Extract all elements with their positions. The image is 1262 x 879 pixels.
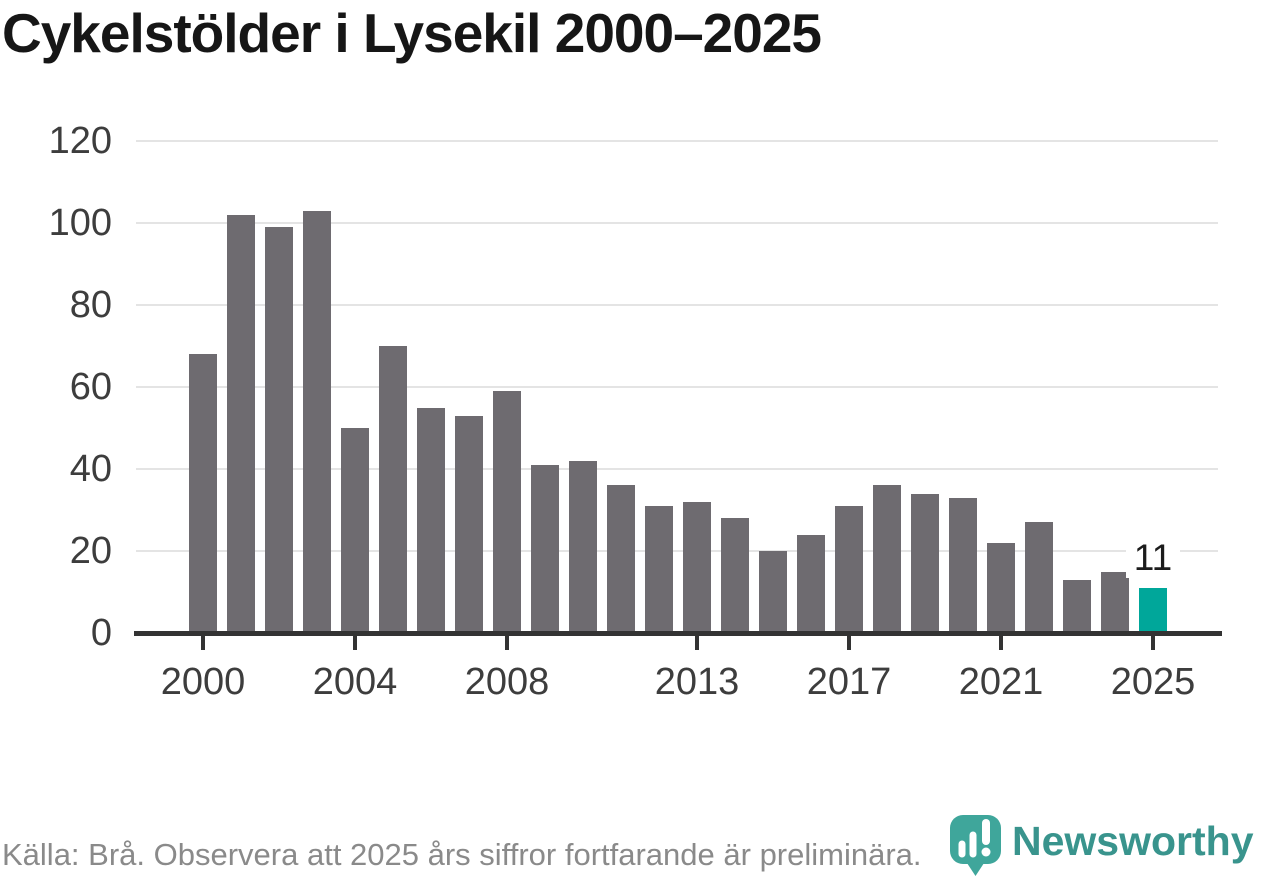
x-axis-label-2004: 2004 xyxy=(312,661,398,703)
x-axis-line xyxy=(134,631,1222,636)
y-axis-label-100: 100 xyxy=(48,202,112,244)
y-axis-label-120: 120 xyxy=(48,120,112,162)
source-note: Källa: Brå. Observera att 2025 års siffr… xyxy=(2,837,922,872)
bar-2010 xyxy=(569,460,597,633)
bar-2024 xyxy=(1101,571,1129,633)
gridline-y-40 xyxy=(136,468,1218,470)
bar-2025 xyxy=(1139,587,1167,633)
x-tick-2017 xyxy=(847,636,851,650)
bar-2019 xyxy=(911,493,939,633)
bar-2012 xyxy=(645,505,673,633)
bar-value-label-text: 11 xyxy=(1125,537,1181,578)
x-axis-label-2025: 2025 xyxy=(1110,661,1196,703)
x-tick-2008 xyxy=(505,636,509,650)
bar-2011 xyxy=(607,485,635,633)
x-tick-2004 xyxy=(353,636,357,650)
x-tick-2000 xyxy=(201,636,205,650)
bar-2013 xyxy=(683,501,711,633)
bar-2022 xyxy=(1025,522,1053,633)
x-tick-2025 xyxy=(1151,636,1155,650)
gridline-y-60 xyxy=(136,386,1218,388)
bar-2000 xyxy=(189,354,217,633)
y-axis-label-20: 20 xyxy=(69,530,112,572)
bar-2023 xyxy=(1063,579,1091,633)
bar-2003 xyxy=(303,210,331,633)
bar-2007 xyxy=(455,415,483,633)
gridline-y-80 xyxy=(136,304,1218,306)
bar-2001 xyxy=(227,214,255,633)
bar-2008 xyxy=(493,391,521,633)
bar-2021 xyxy=(987,542,1015,633)
y-axis-label-60: 60 xyxy=(69,366,112,408)
bar-2020 xyxy=(949,497,977,633)
bar-value-label-2025: 11 xyxy=(1073,536,1233,580)
bar-2006 xyxy=(417,407,445,633)
bar-2017 xyxy=(835,505,863,633)
x-axis-label-2021: 2021 xyxy=(958,661,1044,703)
bar-2004 xyxy=(341,428,369,633)
bar-2005 xyxy=(379,346,407,633)
x-tick-2021 xyxy=(999,636,1003,650)
y-axis-label-40: 40 xyxy=(69,448,112,490)
bar-2015 xyxy=(759,551,787,633)
gridline-y-100 xyxy=(136,222,1218,224)
bar-2016 xyxy=(797,534,825,633)
gridline-y-120 xyxy=(136,140,1218,142)
newsworthy-pin-bar-chart-icon xyxy=(950,815,1001,876)
x-axis-label-2017: 2017 xyxy=(806,661,892,703)
y-axis-label-0: 0 xyxy=(90,612,112,654)
bar-2018 xyxy=(873,485,901,633)
x-axis-label-2008: 2008 xyxy=(464,661,550,703)
chart-title: Cykelstölder i Lysekil 2000–2025 xyxy=(2,2,822,64)
bar-2002 xyxy=(265,227,293,633)
x-tick-2013 xyxy=(695,636,699,650)
y-axis-label-80: 80 xyxy=(69,284,112,326)
x-axis-label-2013: 2013 xyxy=(654,661,740,703)
bar-2009 xyxy=(531,464,559,633)
gridline-y-20 xyxy=(136,550,1218,552)
newsworthy-wordmark: Newsworthy xyxy=(1012,818,1254,864)
bar-2014 xyxy=(721,518,749,633)
x-axis-label-2000: 2000 xyxy=(160,661,246,703)
